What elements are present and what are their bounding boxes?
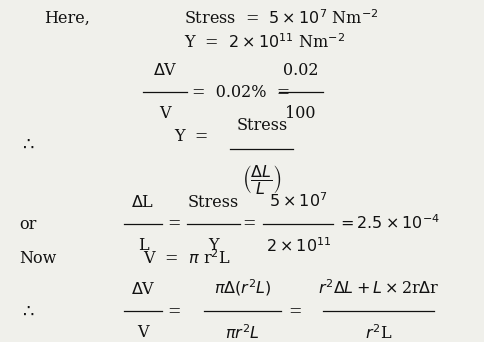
Text: =: = — [288, 303, 302, 320]
Text: Stress: Stress — [236, 117, 287, 134]
Text: Y  =  $2 \times 10^{11}$ Nm$^{-2}$: Y = $2 \times 10^{11}$ Nm$^{-2}$ — [184, 34, 345, 52]
Text: $\pi\Delta(r^2L)$: $\pi\Delta(r^2L)$ — [213, 277, 271, 298]
Text: Y  =: Y = — [174, 128, 209, 145]
Text: Now: Now — [19, 250, 57, 267]
Text: V  =  $\pi$ r$^2$L: V = $\pi$ r$^2$L — [143, 249, 230, 267]
Text: $5\times10^7$: $5\times10^7$ — [269, 192, 327, 211]
Text: 100: 100 — [285, 105, 315, 122]
Text: V: V — [159, 105, 170, 122]
Text: =: = — [242, 215, 256, 233]
Text: Here,: Here, — [44, 10, 90, 27]
Text: $\therefore$: $\therefore$ — [19, 135, 35, 153]
Text: $\therefore$: $\therefore$ — [19, 302, 35, 320]
Text: $\Delta$V: $\Delta$V — [152, 62, 177, 79]
Text: $= 2.5 \times 10^{-4}$: $= 2.5 \times 10^{-4}$ — [336, 215, 439, 233]
Text: $r^2$L: $r^2$L — [364, 324, 391, 342]
Text: $2\times10^{11}$: $2\times10^{11}$ — [265, 237, 330, 256]
Text: $\pi r^2L$: $\pi r^2L$ — [225, 324, 259, 342]
Text: or: or — [19, 215, 37, 233]
Text: 0.02: 0.02 — [282, 62, 318, 79]
Text: Stress: Stress — [187, 194, 239, 211]
Text: L: L — [137, 237, 148, 254]
Text: $\left(\dfrac{\Delta L}{L}\right)$: $\left(\dfrac{\Delta L}{L}\right)$ — [242, 163, 281, 196]
Text: $r^2\Delta L + L\times$2r$\Delta$r: $r^2\Delta L + L\times$2r$\Delta$r — [317, 279, 438, 298]
Text: =: = — [167, 303, 181, 320]
Text: =  0.02%  =: = 0.02% = — [191, 84, 289, 101]
Text: $\Delta$V: $\Delta$V — [130, 281, 155, 298]
Text: V: V — [137, 324, 149, 341]
Text: $\Delta$L: $\Delta$L — [131, 194, 154, 211]
Text: =: = — [167, 215, 181, 233]
Text: Stress  =  $5 \times 10^7$ Nm$^{-2}$: Stress = $5 \times 10^7$ Nm$^{-2}$ — [184, 10, 378, 28]
Text: Y: Y — [208, 237, 218, 254]
